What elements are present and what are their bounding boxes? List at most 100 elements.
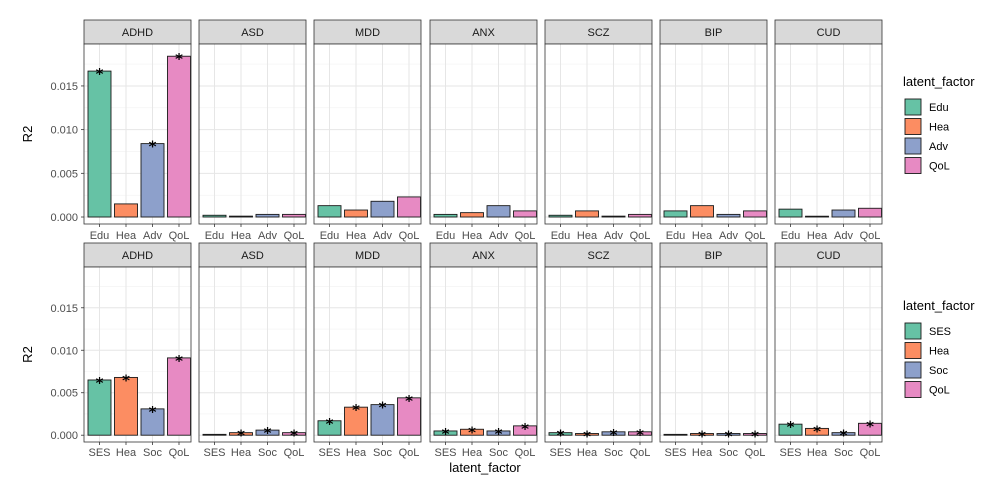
bar-cud-hea xyxy=(805,427,829,436)
y-tick-label: 0.005 xyxy=(50,388,78,400)
bar-anx-ses xyxy=(433,430,458,436)
legend-label: Edu xyxy=(929,102,949,114)
legend-label: QoL xyxy=(929,161,950,173)
bar-bip-soc xyxy=(716,433,741,436)
bar-scz-adv xyxy=(601,215,626,218)
x-tick-label: Hea xyxy=(462,447,483,459)
facet-strip-label: ANX xyxy=(472,250,495,262)
significance-marker: * xyxy=(237,427,245,445)
x-tick-label: Adv xyxy=(834,230,853,242)
x-tick-label: SES xyxy=(434,447,456,459)
significance-marker: * xyxy=(352,401,360,419)
x-tick-label: Hea xyxy=(116,230,137,242)
x-tick-label: QoL xyxy=(860,447,881,459)
panel-border xyxy=(774,43,883,225)
significance-marker: * xyxy=(326,415,334,433)
legend-label: SES xyxy=(929,326,951,338)
bar-anx-adv xyxy=(486,205,511,218)
panel-background xyxy=(314,44,421,224)
bar-mdd-hea xyxy=(344,209,368,218)
bar-asd-edu xyxy=(202,214,227,218)
x-tick-label: Hea xyxy=(462,230,483,242)
x-tick-label: Hea xyxy=(577,447,598,459)
facet-strip xyxy=(544,242,653,268)
significance-marker: * xyxy=(751,428,759,446)
panel-background xyxy=(199,267,306,442)
bar-anx-hea xyxy=(460,212,484,218)
x-tick-label: Soc xyxy=(834,447,853,459)
panel-background xyxy=(660,44,767,224)
bar-cud-edu xyxy=(778,208,803,218)
legend-title: latent_factor xyxy=(903,298,975,313)
bar-scz-ses xyxy=(548,432,573,436)
significance-marker: * xyxy=(175,50,183,68)
panel-border xyxy=(774,266,883,443)
bar-adhd-hea xyxy=(114,376,138,436)
x-tick-label: Adv xyxy=(258,230,277,242)
facet-strip xyxy=(429,19,538,45)
facet-strip xyxy=(774,19,883,45)
panel-border xyxy=(83,43,192,225)
panel-border xyxy=(544,266,653,443)
legend-label: Soc xyxy=(929,365,948,377)
bar-cud-qol xyxy=(858,207,882,218)
facet-strip-label: BIP xyxy=(705,27,723,39)
x-tick-label: Soc xyxy=(604,447,623,459)
y-tick-label: 0.015 xyxy=(50,303,78,315)
bar-asd-hea xyxy=(229,215,253,218)
bar-bip-ses xyxy=(663,433,688,436)
x-tick-label: Edu xyxy=(90,230,110,242)
facet-strip-label: CUD xyxy=(817,27,841,39)
x-tick-label: QoL xyxy=(860,230,881,242)
panel-border xyxy=(313,43,422,225)
bar-adhd-qol xyxy=(167,357,191,436)
legend-swatch xyxy=(904,157,922,174)
x-tick-label: QoL xyxy=(745,447,766,459)
facet-strip-label: ANX xyxy=(472,27,495,39)
x-tick-label: SES xyxy=(318,447,340,459)
bar-adhd-edu xyxy=(87,70,112,218)
significance-marker: * xyxy=(149,138,157,156)
panel-border xyxy=(544,43,653,225)
significance-marker: * xyxy=(557,427,565,445)
facet-strip-label: ASD xyxy=(241,27,264,39)
bar-mdd-adv xyxy=(370,200,395,218)
panel-background xyxy=(430,267,537,442)
bar-anx-hea xyxy=(460,428,484,436)
bar-cud-hea xyxy=(805,215,829,218)
x-tick-label: QoL xyxy=(284,447,305,459)
x-tick-label: SES xyxy=(88,447,110,459)
significance-marker: * xyxy=(610,426,618,444)
facet-strip-label: MDD xyxy=(355,27,380,39)
facet-strip-label: SCZ xyxy=(588,27,610,39)
legend-label: Hea xyxy=(929,346,950,358)
facet-strip xyxy=(83,19,192,45)
significance-marker: * xyxy=(583,428,591,446)
bar-mdd-qol xyxy=(397,196,421,218)
bar-anx-qol xyxy=(513,425,537,436)
x-tick-label: Soc xyxy=(489,447,508,459)
x-tick-label: Edu xyxy=(781,230,801,242)
x-tick-label: Hea xyxy=(346,447,367,459)
x-tick-label: Hea xyxy=(346,230,367,242)
facet-strip xyxy=(774,242,883,268)
panel-border xyxy=(659,266,768,443)
facet-strip-label: MDD xyxy=(355,250,380,262)
bar-mdd-qol xyxy=(397,397,421,436)
significance-marker: * xyxy=(840,427,848,445)
legend-swatch xyxy=(904,118,922,135)
x-axis-title: latent_factor xyxy=(449,460,521,475)
panel-border xyxy=(83,266,192,443)
x-tick-label: QoL xyxy=(399,447,420,459)
significance-marker: * xyxy=(96,65,104,83)
x-tick-label: Soc xyxy=(258,447,277,459)
bar-adhd-hea xyxy=(114,203,138,218)
y-tick-label: 0.015 xyxy=(50,81,78,93)
legend-label: Adv xyxy=(929,141,948,153)
x-tick-label: Soc xyxy=(719,447,738,459)
bar-scz-hea xyxy=(575,210,599,218)
bar-mdd-ses xyxy=(317,420,342,436)
x-tick-label: SES xyxy=(203,447,225,459)
facet-strip xyxy=(659,242,768,268)
